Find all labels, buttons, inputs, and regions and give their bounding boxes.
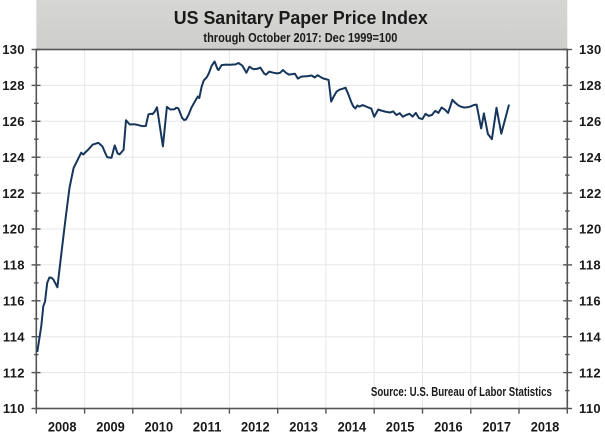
- svg-text:2014: 2014: [338, 418, 367, 434]
- svg-text:128: 128: [579, 78, 602, 93]
- svg-text:2012: 2012: [241, 418, 270, 434]
- svg-text:114: 114: [3, 329, 25, 344]
- svg-text:2017: 2017: [482, 418, 511, 434]
- svg-text:2016: 2016: [434, 418, 463, 434]
- svg-text:124: 124: [2, 150, 25, 165]
- svg-text:122: 122: [579, 186, 602, 201]
- svg-text:118: 118: [3, 258, 25, 273]
- svg-text:120: 120: [2, 222, 25, 237]
- svg-text:110: 110: [579, 401, 601, 416]
- svg-text:122: 122: [2, 186, 25, 201]
- svg-text:126: 126: [2, 114, 25, 129]
- svg-text:116: 116: [579, 294, 601, 309]
- svg-text:120: 120: [579, 222, 602, 237]
- svg-text:130: 130: [2, 42, 25, 57]
- svg-text:through October 2017: Dec 1999: through October 2017: Dec 1999=100: [203, 30, 397, 45]
- svg-text:US Sanitary Paper Price Index: US Sanitary Paper Price Index: [174, 8, 428, 28]
- svg-text:128: 128: [2, 78, 25, 93]
- svg-text:112: 112: [3, 365, 25, 380]
- svg-text:130: 130: [579, 42, 602, 57]
- svg-text:2015: 2015: [386, 418, 415, 434]
- svg-text:114: 114: [579, 329, 601, 344]
- svg-text:112: 112: [579, 365, 601, 380]
- svg-text:124: 124: [579, 150, 602, 165]
- svg-text:126: 126: [579, 114, 602, 129]
- svg-text:2011: 2011: [193, 418, 222, 434]
- svg-text:2018: 2018: [531, 418, 560, 434]
- svg-text:110: 110: [3, 401, 25, 416]
- svg-text:2009: 2009: [96, 418, 125, 434]
- svg-text:Source: U.S. Bureau of Labor S: Source: U.S. Bureau of Labor Statistics: [371, 384, 552, 399]
- svg-text:116: 116: [3, 294, 25, 309]
- svg-text:2013: 2013: [289, 418, 318, 434]
- svg-text:2008: 2008: [48, 418, 77, 434]
- svg-text:118: 118: [579, 258, 601, 273]
- svg-text:2010: 2010: [145, 418, 174, 434]
